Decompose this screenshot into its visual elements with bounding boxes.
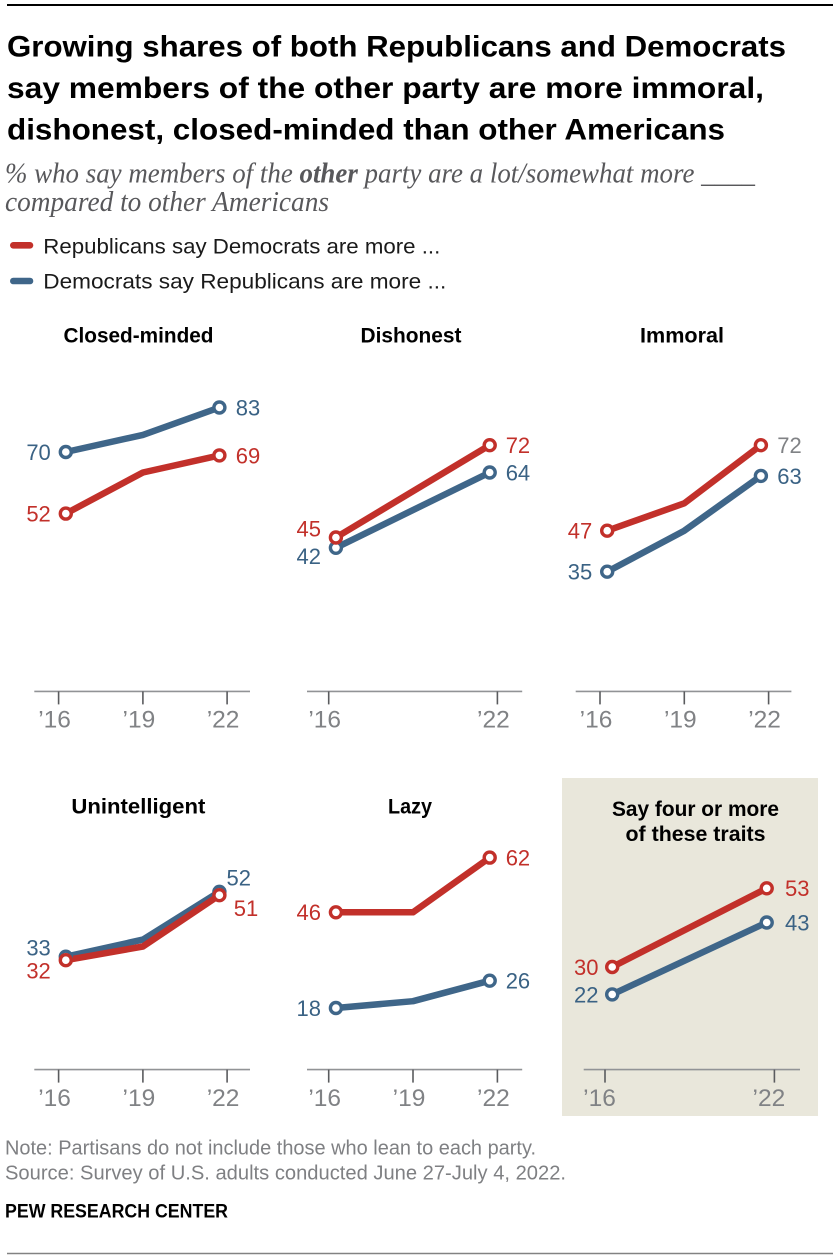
svg-text:Democrats say Republicans are: Democrats say Republicans are more ... (43, 271, 446, 294)
svg-text:’16: ’16 (583, 1085, 616, 1112)
svg-text:69: 69 (236, 443, 260, 468)
svg-text:’22: ’22 (207, 1085, 240, 1112)
svg-text:PEW RESEARCH CENTER: PEW RESEARCH CENTER (5, 1202, 228, 1223)
svg-text:Dishonest: Dishonest (361, 324, 462, 348)
svg-text:43: 43 (785, 910, 809, 935)
svg-text:22: 22 (574, 982, 598, 1007)
svg-text:’16: ’16 (38, 707, 71, 734)
svg-text:18: 18 (297, 996, 321, 1021)
svg-text:30: 30 (574, 955, 598, 980)
svg-text:’16: ’16 (308, 1085, 341, 1112)
svg-text:Closed-minded: Closed-minded (64, 324, 214, 348)
svg-text:42: 42 (297, 544, 321, 569)
svg-text:’19: ’19 (664, 707, 697, 734)
svg-text:Lazy: Lazy (388, 795, 432, 819)
svg-text:% who say members of the other: % who say members of the other party are… (5, 159, 756, 190)
svg-text:’19: ’19 (393, 1085, 426, 1112)
svg-text:32: 32 (26, 959, 50, 984)
svg-text:Source: Survey of U.S. adults: Source: Survey of U.S. adults conducted … (5, 1163, 566, 1185)
svg-text:’22: ’22 (753, 1085, 786, 1112)
svg-text:’16: ’16 (580, 707, 613, 734)
svg-text:70: 70 (26, 440, 50, 465)
svg-text:51: 51 (234, 896, 258, 921)
svg-text:83: 83 (236, 395, 260, 420)
svg-text:’19: ’19 (123, 1085, 156, 1112)
svg-text:Growing shares of both Republi: Growing shares of both Republicans and D… (7, 30, 786, 63)
svg-text:’16: ’16 (308, 707, 341, 734)
svg-text:35: 35 (568, 560, 592, 585)
svg-text:say members of the other party: say members of the other party are more … (7, 72, 764, 105)
svg-text:26: 26 (506, 969, 530, 994)
svg-text:Republicans say Democrats are: Republicans say Democrats are more ... (43, 236, 440, 259)
svg-text:72: 72 (506, 433, 530, 458)
svg-text:46: 46 (297, 900, 321, 925)
svg-text:’22: ’22 (207, 707, 240, 734)
svg-text:52: 52 (26, 502, 50, 527)
svg-text:compared to other Americans: compared to other Americans (5, 187, 329, 218)
svg-text:33: 33 (26, 935, 50, 960)
svg-text:52: 52 (227, 865, 251, 890)
svg-text:45: 45 (297, 517, 321, 542)
svg-text:47: 47 (568, 519, 592, 544)
svg-text:Immoral: Immoral (640, 324, 724, 348)
svg-text:’22: ’22 (748, 707, 781, 734)
svg-text:of these traits: of these traits (626, 822, 766, 846)
svg-text:’22: ’22 (477, 1085, 510, 1112)
svg-text:Note: Partisans do not include: Note: Partisans do not include those who… (5, 1138, 536, 1160)
svg-text:’22: ’22 (477, 707, 510, 734)
svg-text:62: 62 (506, 846, 530, 871)
svg-text:72: 72 (777, 433, 801, 458)
svg-text:’19: ’19 (123, 707, 156, 734)
svg-text:dishonest, closed-minded than: dishonest, closed-minded than other Amer… (7, 113, 725, 146)
svg-text:64: 64 (506, 460, 530, 485)
svg-text:’16: ’16 (38, 1085, 71, 1112)
svg-text:53: 53 (785, 876, 809, 901)
svg-text:63: 63 (777, 464, 801, 489)
svg-text:Say four or more: Say four or more (612, 797, 779, 821)
svg-text:Unintelligent: Unintelligent (71, 795, 205, 819)
